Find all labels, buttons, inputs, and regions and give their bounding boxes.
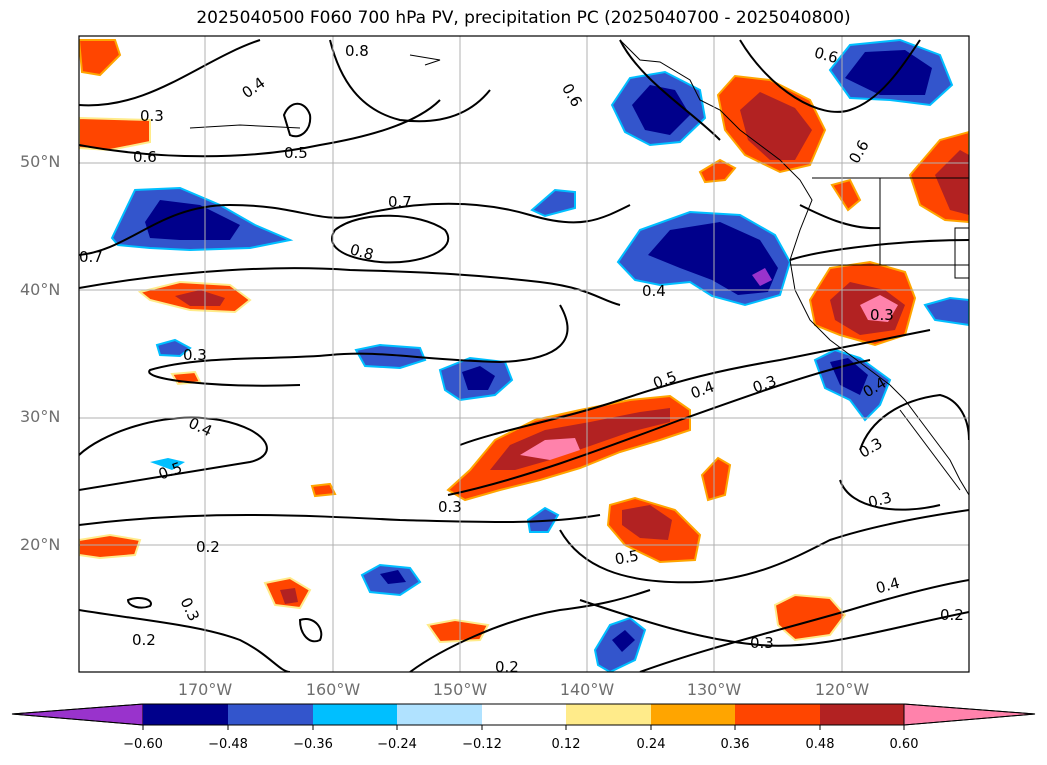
- contour-label: 0.4: [642, 282, 666, 300]
- colorbar-tick-label: 0.24: [636, 737, 666, 752]
- contour-label: 0.3: [183, 346, 207, 364]
- contour-label: 0.6: [812, 43, 840, 67]
- colorbar-bin: [143, 704, 228, 725]
- plot-frame: [78, 35, 970, 673]
- contour-label: 0.3: [140, 107, 164, 125]
- colorbar-tick-label: 0.48: [805, 737, 835, 752]
- colorbar-bin: [11, 703, 144, 726]
- colorbar-bin: [397, 704, 482, 725]
- colorbar-bin: [820, 704, 904, 725]
- colorbar-bin: [482, 704, 566, 725]
- colorbar-tick-label: 0.36: [720, 737, 750, 752]
- pv-contours: [79, 39, 969, 672]
- contour-label: 0.3: [866, 488, 894, 512]
- colorbar-bin: [228, 704, 313, 725]
- contour-label: 0.3: [438, 498, 462, 516]
- colorbar-bin: [651, 704, 735, 725]
- contour-label: 0.7: [79, 248, 103, 266]
- colorbar-bin: [735, 704, 820, 725]
- lat-label: 30°N: [20, 407, 61, 426]
- lon-label: 130°W: [686, 680, 742, 699]
- map-title: 2025040500 F060 700 hPa PV, precipitatio…: [196, 8, 851, 28]
- contour-label: 0.3: [750, 634, 774, 652]
- lat-label: 50°N: [20, 152, 61, 171]
- colorbar-bin: [903, 703, 1036, 726]
- colorbar-tick-label: −0.60: [123, 737, 163, 752]
- lat-label: 40°N: [20, 280, 61, 299]
- contour-label: 0.3: [870, 306, 894, 324]
- contour-label: 0.2: [495, 658, 519, 676]
- colorbar: [11, 703, 1036, 730]
- colorbar-tick-label: 0.12: [551, 737, 581, 752]
- colorbar-tick-label: −0.12: [462, 737, 502, 752]
- colorbar-tick-label: −0.24: [377, 737, 417, 752]
- contour-label: 0.4: [874, 574, 902, 598]
- graticule: [79, 36, 969, 672]
- lon-label: 170°W: [177, 680, 233, 699]
- colorbar-tick-label: −0.36: [293, 737, 333, 752]
- lat-label: 20°N: [20, 535, 61, 554]
- coastline: [189, 39, 969, 496]
- colorbar-bin: [313, 704, 397, 725]
- contour-label: 0.8: [345, 42, 369, 60]
- lon-label: 120°W: [814, 680, 870, 699]
- lon-label: 140°W: [559, 680, 615, 699]
- lon-label: 160°W: [305, 680, 361, 699]
- contour-label: 0.6: [133, 148, 157, 166]
- contour-label: 0.5: [284, 144, 308, 162]
- contour-label: 0.8: [348, 240, 376, 264]
- contour-label: 0.2: [132, 631, 156, 649]
- contour-label: 0.2: [940, 606, 964, 624]
- colorbar-tick-label: −0.48: [208, 737, 248, 752]
- colorbar-tick-label: 0.60: [889, 737, 919, 752]
- contour-label: 0.2: [196, 538, 220, 556]
- contour-label: 0.5: [613, 547, 640, 569]
- lon-label: 150°W: [432, 680, 488, 699]
- contour-label: 0.7: [388, 193, 412, 211]
- colorbar-bin: [566, 704, 651, 725]
